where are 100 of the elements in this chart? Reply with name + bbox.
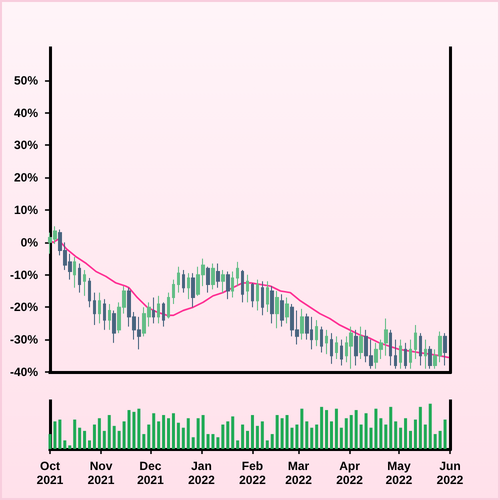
bar <box>399 428 402 449</box>
y-tick-label: -40% <box>10 365 38 379</box>
y-tick-label: 10% <box>14 203 38 217</box>
candlestick <box>112 310 116 344</box>
x-tick-label: Feb 2022 <box>239 459 266 487</box>
bar <box>118 430 121 449</box>
candlestick <box>330 332 333 364</box>
bar <box>325 410 328 449</box>
x-tick-label: Oct 2021 <box>36 459 64 487</box>
candlestick <box>73 256 76 288</box>
bar <box>211 434 214 449</box>
candlestick <box>98 292 101 324</box>
bar <box>300 408 304 449</box>
bar <box>236 440 240 449</box>
bar <box>434 434 437 449</box>
candlestick <box>285 296 289 324</box>
bar <box>241 424 244 449</box>
y-tick-label: 0% <box>20 235 38 250</box>
y-tick-label: -30% <box>10 332 38 347</box>
x-tick-label: May 2022 <box>386 459 413 487</box>
y-tick-label: -10% <box>10 268 38 282</box>
candlestick <box>172 279 175 304</box>
candlestick <box>419 332 422 366</box>
bar <box>379 418 382 449</box>
bar <box>334 408 338 449</box>
x-tick-label: Nov 2021 <box>88 459 115 487</box>
candlestick <box>241 269 244 303</box>
bar <box>88 440 92 449</box>
candlestick <box>349 326 353 370</box>
candlestick <box>404 342 407 370</box>
bar <box>182 428 185 449</box>
bar <box>48 434 52 449</box>
candlestick <box>325 329 328 355</box>
bar <box>315 424 318 449</box>
bar <box>438 430 442 449</box>
bar <box>102 430 106 449</box>
candlestick <box>246 274 249 303</box>
candlestick <box>266 280 269 313</box>
candlestick <box>191 272 195 308</box>
candlestick <box>256 279 259 311</box>
candlestick <box>206 266 210 294</box>
bar <box>290 428 294 449</box>
bar <box>250 415 254 449</box>
candlestick <box>177 266 180 294</box>
bar <box>256 426 259 449</box>
bar <box>414 420 417 449</box>
bar <box>369 428 372 449</box>
x-tick-label: Mar 2022 <box>285 459 312 487</box>
y-tick-label: 50% <box>14 73 38 88</box>
bar <box>320 406 324 449</box>
bar <box>364 413 368 449</box>
bar <box>122 421 126 449</box>
candlestick <box>216 262 220 288</box>
bar <box>98 418 101 449</box>
candlestick <box>236 261 239 287</box>
candlestick <box>182 269 185 294</box>
bar <box>286 415 289 449</box>
candlestick <box>424 339 427 370</box>
bar <box>196 418 200 449</box>
x-tick-label: Jan 2022 <box>188 459 216 487</box>
bar <box>63 440 66 449</box>
bar <box>408 430 412 449</box>
candlestick <box>108 303 111 330</box>
bar <box>157 421 160 449</box>
candlestick <box>394 339 397 370</box>
y-tick-label: 20% <box>14 170 38 185</box>
candlestick <box>226 271 230 300</box>
bar <box>53 421 56 449</box>
bar <box>202 415 205 449</box>
candlestick <box>409 339 412 370</box>
candlestick <box>270 286 274 324</box>
x-tick-label: Apr 2022 <box>336 459 364 487</box>
bar <box>330 421 333 449</box>
candlestick <box>335 336 338 360</box>
bar <box>246 430 250 449</box>
bar <box>162 415 166 449</box>
candlestick <box>152 296 155 324</box>
y-tick-label: 40% <box>14 106 38 120</box>
candlestick <box>93 292 96 326</box>
candlestick <box>157 295 160 324</box>
candlestick <box>88 278 91 308</box>
candlestick <box>83 269 86 296</box>
bar <box>418 406 422 449</box>
bar <box>374 408 378 449</box>
bar <box>280 418 284 449</box>
candlestick <box>359 326 363 360</box>
bar <box>360 424 363 449</box>
bar <box>276 415 279 449</box>
candlestick <box>78 262 81 294</box>
candlestick <box>280 294 284 328</box>
bar <box>172 413 175 449</box>
candlestick <box>320 326 323 354</box>
candlestick <box>340 339 343 366</box>
bar <box>216 437 220 449</box>
bar <box>260 421 264 449</box>
bar <box>132 412 136 449</box>
candlestick <box>231 271 234 298</box>
bar <box>206 434 210 449</box>
bar <box>142 434 146 449</box>
line-series <box>49 238 450 358</box>
